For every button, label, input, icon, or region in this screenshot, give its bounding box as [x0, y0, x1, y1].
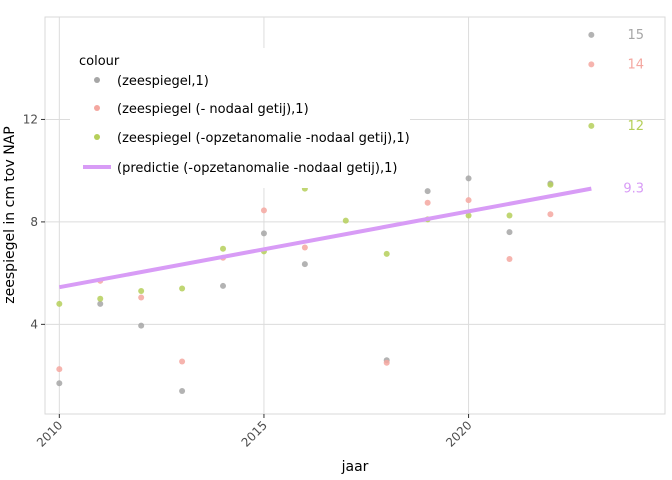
series-point-2	[506, 212, 513, 219]
series-point-0	[588, 31, 595, 38]
x-tick-label: 2020	[443, 418, 474, 449]
y-tick-label: 8	[30, 215, 38, 229]
series-point-0	[56, 380, 63, 387]
series-point-2	[547, 181, 554, 188]
series-point-0	[424, 188, 431, 195]
series-point-1	[506, 256, 513, 263]
end-label-0: 15	[627, 28, 644, 43]
legend-title: colour	[79, 54, 120, 69]
data-marks: 15 14 12 9.3	[56, 28, 644, 394]
series-point-1	[301, 244, 308, 251]
series-point-1	[179, 358, 186, 365]
series-point-0	[506, 229, 513, 236]
series-point-2	[342, 217, 349, 224]
legend-label: (zeespiegel (-opzetanomalie -nodaal geti…	[117, 131, 410, 146]
series-point-0	[301, 261, 308, 268]
series-point-2	[138, 288, 145, 295]
series-point-0	[260, 230, 267, 237]
legend: colour (zeespiegel,1) (zeespiegel (- nodaa…	[70, 48, 410, 188]
legend-label: (zeespiegel,1)	[117, 74, 209, 89]
x-tick-label: 2015	[239, 418, 270, 449]
series-point-2	[56, 300, 63, 307]
x-tick-label: 2010	[34, 418, 65, 449]
series-point-2	[97, 295, 104, 302]
series-point-1	[465, 197, 472, 204]
legend-label: (zeespiegel (- nodaal getij),1)	[117, 102, 309, 117]
end-label-1: 14	[627, 57, 644, 72]
y-axis-title: zeespiegel in cm tov NAP	[2, 126, 18, 303]
series-point-1	[547, 211, 554, 218]
series-point-0	[97, 300, 104, 307]
legend-background	[70, 48, 410, 188]
series-point-0	[138, 322, 145, 329]
end-label-2: 12	[627, 119, 644, 134]
series-point-2	[465, 212, 472, 219]
series-point-0	[179, 387, 186, 394]
series-point-2	[383, 250, 390, 257]
series-point-1	[56, 366, 63, 373]
series-point-0	[220, 282, 227, 289]
legend-key-point	[94, 105, 100, 111]
legend-key-point	[94, 77, 100, 83]
series-point-1	[138, 294, 145, 301]
y-tick-label: 4	[30, 317, 38, 331]
legend-label: (predictie (-opzetanomalie -nodaal getij…	[117, 161, 397, 176]
series-line-3	[58, 186, 592, 290]
y-tick-label: 12	[23, 112, 38, 126]
series-point-2	[588, 122, 595, 129]
series-point-1	[424, 199, 431, 206]
x-axis-title: jaar	[341, 459, 369, 475]
series-point-1	[260, 207, 267, 214]
series-point-2	[179, 285, 186, 292]
end-label-3: 9.3	[623, 182, 644, 197]
series-point-2	[220, 245, 227, 252]
series-point-1	[588, 61, 595, 68]
series-point-0	[465, 175, 472, 182]
legend-key-point	[94, 134, 100, 140]
series-point-1	[383, 359, 390, 366]
